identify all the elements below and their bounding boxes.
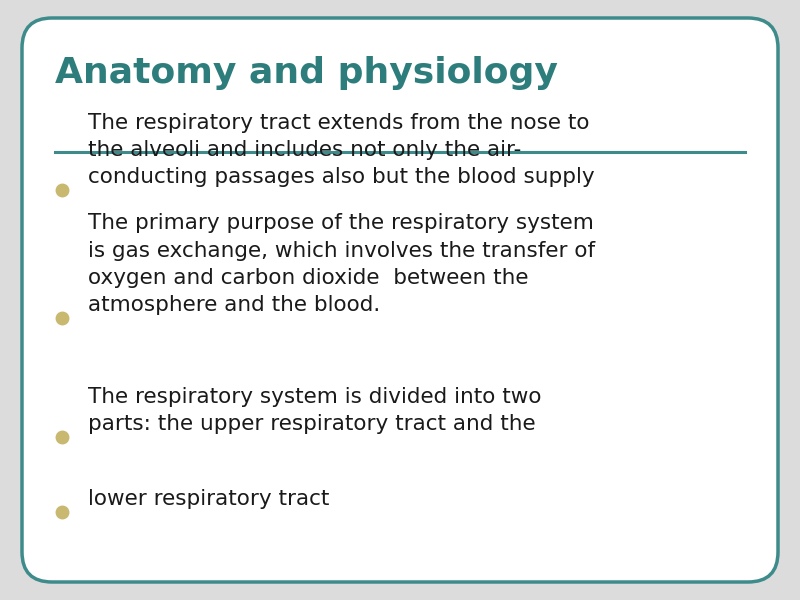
Text: lower respiratory tract: lower respiratory tract: [88, 489, 330, 509]
Text: The respiratory tract extends from the nose to
the alveoli and includes not only: The respiratory tract extends from the n…: [88, 113, 594, 187]
Text: The respiratory system is divided into two
parts: the upper respiratory tract an: The respiratory system is divided into t…: [88, 387, 542, 434]
Text: The primary purpose of the respiratory system
is gas exchange, which involves th: The primary purpose of the respiratory s…: [88, 214, 595, 315]
Text: Anatomy and physiology: Anatomy and physiology: [55, 56, 558, 90]
FancyBboxPatch shape: [22, 18, 778, 582]
